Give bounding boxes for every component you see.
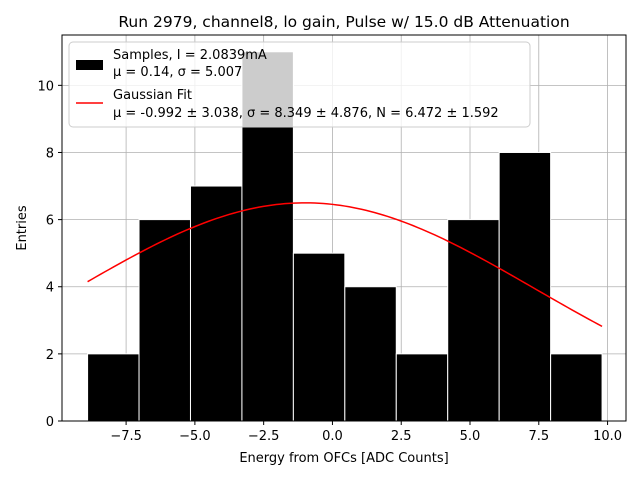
y-tick-label: 0 (46, 415, 54, 430)
y-tick-label: 8 (46, 146, 54, 161)
x-tick-label: −2.5 (248, 429, 280, 444)
x-tick-label: 2.5 (391, 429, 412, 444)
legend: Samples, I = 2.0839mA μ = 0.14, σ = 5.00… (68, 41, 531, 128)
histogram-bar (395, 353, 449, 422)
x-axis-ticks: −7.5 −5.0 −2.5 0.0 2.5 5.0 7.5 10.0 (110, 421, 622, 444)
x-tick-label: −7.5 (110, 429, 142, 444)
y-tick-label: 4 (46, 281, 54, 296)
y-tick-label: 2 (46, 348, 54, 363)
histogram-bar (292, 252, 346, 422)
plot-frame (61, 34, 627, 422)
chart-title: Run 2979, channel8, lo gain, Pulse w/ 15… (118, 13, 569, 31)
legend-fit-line2: μ = -0.992 ± 3.038, σ = 8.349 ± 4.876, N… (113, 106, 499, 121)
gaussian-fit-line (87, 202, 603, 328)
histogram-bar (344, 286, 397, 422)
legend-fit-line1: Gaussian Fit (113, 88, 192, 103)
x-tick-label: −5.0 (179, 429, 211, 444)
histogram-bar (447, 219, 500, 422)
legend-box (68, 41, 531, 128)
y-tick-label: 6 (46, 214, 54, 229)
x-tick-label: 0.0 (322, 429, 343, 444)
histogram-bar (550, 353, 603, 422)
y-tick-label: 10 (37, 79, 54, 94)
histogram-bar (189, 185, 243, 422)
histogram-bar (498, 151, 552, 422)
legend-samples-line2: μ = 0.14, σ = 5.007 (113, 65, 242, 80)
x-axis-label: Energy from OFCs [ADC Counts] (239, 451, 448, 466)
x-tick-label: 5.0 (460, 429, 481, 444)
histogram-bar (138, 219, 191, 422)
x-tick-label: 7.5 (528, 429, 549, 444)
x-tick-label: 10.0 (593, 429, 622, 444)
histogram-bar (87, 353, 140, 422)
legend-samples-swatch (76, 60, 103, 70)
y-axis-label: Entries (15, 205, 30, 251)
y-axis-ticks: 0 2 4 6 8 10 (37, 79, 62, 430)
legend-samples-line1: Samples, I = 2.0839mA (113, 48, 267, 63)
